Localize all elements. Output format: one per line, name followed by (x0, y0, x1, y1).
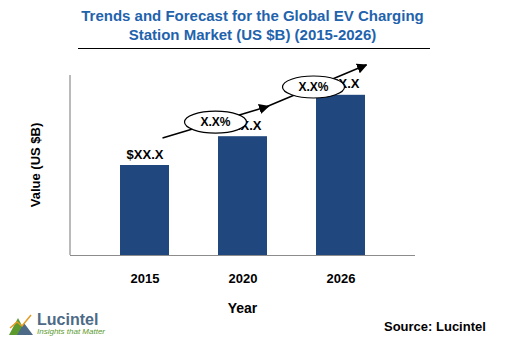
html-text:Lucintel: Lucintel (37, 311, 99, 328)
svg-text:2020: 2020 (229, 271, 258, 286)
svg-text:2015: 2015 (131, 271, 160, 286)
svg-text:X.X%: X.X% (200, 115, 230, 129)
html-text:Insights that Matter: Insights that Matter (37, 327, 105, 336)
svg-text:Value (US $B): Value (US $B) (28, 123, 43, 208)
svg-text:2026: 2026 (327, 271, 356, 286)
svg-text:$XX.X: $XX.X (127, 147, 164, 162)
html-text:Trends and Forecast for the Gl: Trends and Forecast for the Global EV Ch… (81, 7, 424, 43)
html-text:Source: Lucintel: Source: Lucintel (384, 319, 486, 334)
svg-text:Year: Year (228, 300, 258, 316)
svg-text:X.X%: X.X% (298, 80, 328, 94)
